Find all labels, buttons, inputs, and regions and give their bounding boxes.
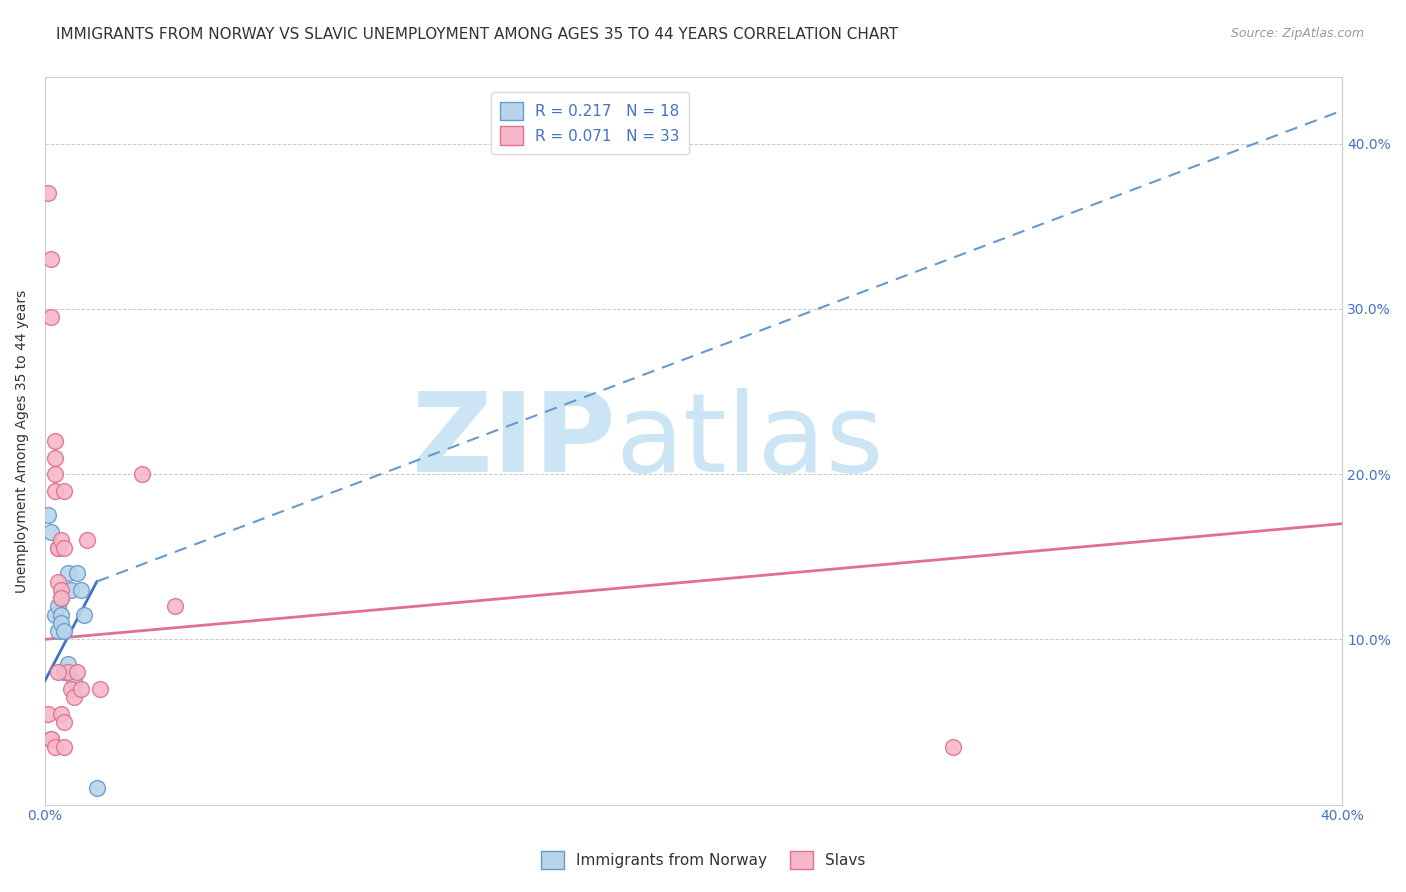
- Point: [41, 731, 63, 746]
- Point: [53, 624, 76, 638]
- Legend: R = 0.217   N = 18, R = 0.071   N = 33: R = 0.217 N = 18, R = 0.071 N = 33: [491, 93, 689, 154]
- Point: [51, 706, 73, 721]
- Point: [44, 483, 66, 498]
- Point: [37, 706, 59, 721]
- Point: [53, 483, 76, 498]
- Text: Source: ZipAtlas.com: Source: ZipAtlas.com: [1230, 27, 1364, 40]
- Point: [63, 690, 86, 705]
- Point: [44, 434, 66, 448]
- Point: [76, 533, 98, 548]
- Point: [53, 714, 76, 729]
- Point: [51, 591, 73, 605]
- Text: IMMIGRANTS FROM NORWAY VS SLAVIC UNEMPLOYMENT AMONG AGES 35 TO 44 YEARS CORRELAT: IMMIGRANTS FROM NORWAY VS SLAVIC UNEMPLO…: [56, 27, 898, 42]
- Point: [53, 739, 76, 754]
- Point: [66, 566, 89, 581]
- Point: [163, 599, 186, 614]
- Point: [46, 574, 69, 589]
- Point: [86, 781, 108, 796]
- Point: [51, 615, 73, 630]
- Point: [46, 541, 69, 556]
- Text: ZIP: ZIP: [412, 387, 616, 494]
- Point: [46, 624, 69, 638]
- Y-axis label: Unemployment Among Ages 35 to 44 years: Unemployment Among Ages 35 to 44 years: [15, 289, 30, 592]
- Point: [56, 665, 79, 680]
- Point: [44, 467, 66, 481]
- Point: [89, 681, 111, 696]
- Point: [51, 533, 73, 548]
- Point: [53, 541, 76, 556]
- Point: [942, 739, 965, 754]
- Point: [51, 582, 73, 597]
- Point: [44, 607, 66, 622]
- Point: [41, 524, 63, 539]
- Point: [44, 739, 66, 754]
- Point: [69, 681, 91, 696]
- Point: [53, 665, 76, 680]
- Text: atlas: atlas: [616, 387, 884, 494]
- Point: [44, 450, 66, 465]
- Point: [66, 665, 89, 680]
- Point: [46, 541, 69, 556]
- Point: [37, 186, 59, 201]
- Point: [59, 681, 82, 696]
- Point: [41, 310, 63, 324]
- Point: [51, 607, 73, 622]
- Point: [37, 508, 59, 523]
- Point: [46, 599, 69, 614]
- Point: [46, 665, 69, 680]
- Point: [41, 252, 63, 267]
- Point: [73, 607, 96, 622]
- Point: [59, 582, 82, 597]
- Point: [51, 591, 73, 605]
- Point: [56, 657, 79, 672]
- Point: [63, 673, 86, 688]
- Point: [131, 467, 153, 481]
- Legend: Immigrants from Norway, Slavs: Immigrants from Norway, Slavs: [534, 845, 872, 875]
- Point: [41, 731, 63, 746]
- Point: [56, 566, 79, 581]
- Point: [69, 582, 91, 597]
